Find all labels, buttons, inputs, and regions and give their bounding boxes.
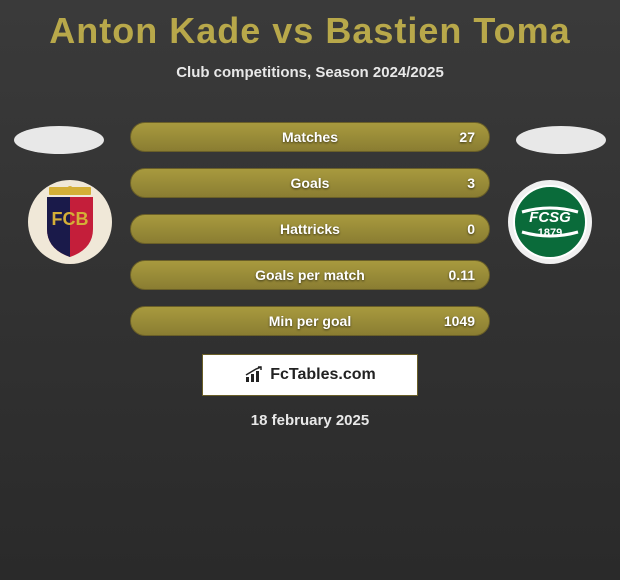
stat-value: 3	[467, 175, 475, 191]
stat-value: 0.11	[449, 267, 475, 283]
svg-text:1879: 1879	[538, 227, 562, 239]
page-title: Anton Kade vs Bastien Toma	[0, 0, 620, 52]
brand-box[interactable]: FcTables.com	[202, 354, 418, 396]
subtitle: Club competitions, Season 2024/2025	[0, 64, 620, 81]
stat-value: 27	[459, 129, 475, 145]
stat-value: 0	[467, 221, 475, 237]
stat-row-matches: Matches 27	[130, 122, 490, 152]
basel-crest-icon: FCB	[35, 185, 105, 259]
svg-text:FCB: FCB	[52, 209, 89, 229]
stat-row-min-per-goal: Min per goal 1049	[130, 306, 490, 336]
stat-value: 1049	[444, 313, 475, 329]
stat-label: Min per goal	[269, 313, 351, 329]
player-photo-right	[516, 126, 606, 154]
stat-label: Matches	[282, 129, 338, 145]
club-crest-left: FCB	[28, 180, 112, 264]
stat-row-goals-per-match: Goals per match 0.11	[130, 260, 490, 290]
stat-label: Goals per match	[255, 267, 365, 283]
player-photo-left	[14, 126, 104, 154]
stat-row-hattricks: Hattricks 0	[130, 214, 490, 244]
stat-label: Hattricks	[280, 221, 340, 237]
stat-label: Goals	[291, 175, 330, 191]
stats-container: Matches 27 Goals 3 Hattricks 0 Goals per…	[130, 122, 490, 352]
brand-text: FcTables.com	[270, 366, 376, 384]
stgallen-crest-icon: FCSG 1879	[512, 184, 588, 260]
club-crest-right: FCSG 1879	[508, 180, 592, 264]
stat-row-goals: Goals 3	[130, 168, 490, 198]
chart-icon	[244, 366, 264, 384]
svg-text:FCSG: FCSG	[529, 209, 571, 226]
date-text: 18 february 2025	[0, 412, 620, 429]
